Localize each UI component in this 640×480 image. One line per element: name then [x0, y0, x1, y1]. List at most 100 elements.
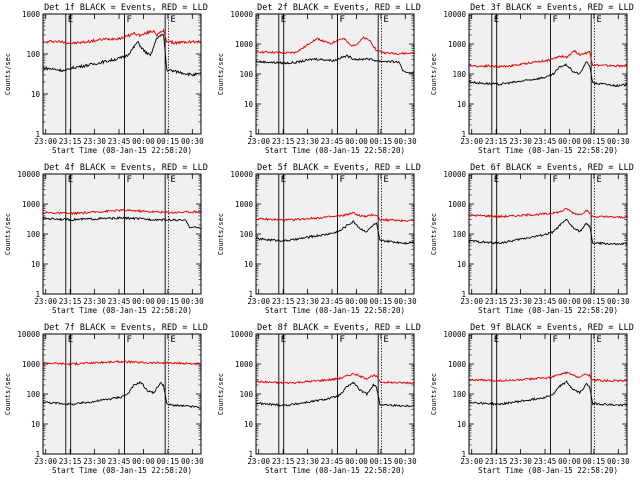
marker-label: E — [596, 15, 601, 25]
x-tick-label: 00:00 — [345, 457, 368, 466]
marker-label: E — [170, 15, 175, 25]
x-tick-label: 23:30 — [509, 137, 532, 146]
plot-frame — [42, 13, 202, 135]
x-tick-label: 00:30 — [394, 137, 417, 146]
lld-series-line — [468, 371, 628, 383]
x-tick-label: 00:15 — [157, 457, 180, 466]
x-tick-label: 23:30 — [296, 137, 319, 146]
x-tick-label: 00:00 — [345, 137, 368, 146]
marker-label: F — [126, 335, 131, 345]
plot-area — [43, 14, 201, 134]
x-axis-label: Start Time (08-Jan-15 22:58:20) — [478, 306, 618, 315]
plot-frame — [468, 13, 628, 135]
panel-det-2: Det 2f BLACK = Events, RED = LLD 1 10 100 10… — [217, 3, 421, 155]
x-tick-label: 00:15 — [370, 297, 393, 306]
marker-label: E — [383, 175, 388, 185]
y-tick-label: 100 — [239, 390, 253, 399]
x-axis-label: Start Time (08-Jan-15 22:58:20) — [52, 306, 192, 315]
x-tick-label: 23:15 — [59, 297, 82, 306]
marker-label: E — [596, 175, 601, 185]
x-tick-label: 00:30 — [394, 457, 417, 466]
x-axis-label: Start Time (08-Jan-15 22:58:20) — [265, 146, 405, 155]
x-axis-label: Start Time (08-Jan-15 22:58:20) — [265, 466, 405, 475]
events-series-line — [468, 380, 628, 407]
y-tick-label: 10000 — [17, 330, 40, 339]
y-tick-label: 1000 — [448, 360, 467, 369]
y-tick-label: 1000 — [22, 10, 41, 19]
marker-label: F — [126, 175, 131, 185]
plot-area — [469, 14, 627, 134]
panel-det-4: Det 4f BLACK = Events, RED = LLD 1 10 100 10… — [4, 163, 208, 315]
marker-label: F — [339, 175, 344, 185]
y-tick-label: 1000 — [448, 40, 467, 49]
x-tick-label: 00:30 — [607, 457, 630, 466]
plot-area — [256, 334, 414, 454]
x-tick-label: 23:45 — [321, 457, 344, 466]
chart-title: Det 8f BLACK = Events, RED = LLD — [257, 323, 421, 333]
x-tick-label: 23:45 — [108, 137, 131, 146]
chart-title: Det 7f BLACK = Events, RED = LLD — [44, 323, 208, 333]
x-tick-label: 23:15 — [485, 297, 508, 306]
x-tick-label: 00:00 — [345, 297, 368, 306]
y-axis-label: Counts/sec — [217, 53, 225, 95]
y-tick-label: 10 — [31, 90, 41, 99]
y-tick-label: 10000 — [230, 170, 253, 179]
x-tick-label: 00:00 — [558, 457, 581, 466]
chart-title: Det 9f BLACK = Events, RED = LLD — [470, 323, 634, 333]
plot-area — [256, 174, 414, 294]
panel-det-3: Det 3f BLACK = Events, RED = LLD 1 10 100 10… — [430, 3, 634, 155]
x-axis-label: Start Time (08-Jan-15 22:58:20) — [52, 466, 192, 475]
events-series-line — [255, 381, 415, 408]
x-tick-label: 23:15 — [59, 137, 82, 146]
y-tick-label: 1000 — [235, 360, 254, 369]
y-tick-label: 1000 — [448, 200, 467, 209]
x-tick-label: 23:00 — [34, 297, 57, 306]
x-tick-label: 23:30 — [296, 457, 319, 466]
y-tick-label: 1000 — [235, 40, 254, 49]
panel-det-6: Det 6f BLACK = Events, RED = LLD 1 10 100 10… — [430, 163, 634, 315]
plot-frame — [255, 13, 415, 135]
lld-series-line — [255, 36, 415, 56]
y-tick-label: 10 — [457, 420, 467, 429]
y-tick-label: 10 — [457, 260, 467, 269]
y-tick-label: 10000 — [443, 170, 466, 179]
y-tick-label: 10 — [31, 420, 41, 429]
y-tick-label: 10 — [244, 100, 254, 109]
x-tick-label: 23:15 — [59, 457, 82, 466]
x-tick-label: 23:00 — [247, 457, 270, 466]
events-series-line — [42, 380, 202, 409]
events-series-line — [42, 216, 202, 230]
chart-title: Det 6f BLACK = Events, RED = LLD — [470, 163, 634, 173]
marker-label: E — [383, 335, 388, 345]
chart-title: Det 3f BLACK = Events, RED = LLD — [470, 3, 634, 13]
y-tick-label: 1 — [461, 290, 466, 299]
lld-series-line — [468, 207, 628, 219]
x-tick-label: 00:15 — [157, 137, 180, 146]
plot-frame — [42, 173, 202, 295]
x-tick-label: 23:30 — [296, 297, 319, 306]
x-tick-label: 00:00 — [132, 457, 155, 466]
y-tick-label: 100 — [452, 230, 466, 239]
y-tick-label: 1000 — [22, 200, 41, 209]
x-tick-label: 00:30 — [394, 297, 417, 306]
x-tick-label: 23:15 — [485, 457, 508, 466]
y-axis-label: Counts/sec — [217, 373, 225, 415]
chart-title: Det 5f BLACK = Events, RED = LLD — [257, 163, 421, 173]
x-tick-label: 00:15 — [583, 457, 606, 466]
x-tick-label: 00:15 — [157, 297, 180, 306]
marker-label: F — [552, 175, 557, 185]
y-tick-label: 1 — [248, 450, 253, 459]
y-tick-label: 100 — [239, 70, 253, 79]
x-axis-label: Start Time (08-Jan-15 22:58:20) — [265, 306, 405, 315]
y-axis-label: Counts/sec — [430, 373, 438, 415]
plot-area — [256, 14, 414, 134]
x-tick-label: 23:30 — [83, 137, 106, 146]
marker-label: E — [170, 335, 175, 345]
x-tick-label: 00:00 — [558, 297, 581, 306]
x-tick-label: 23:15 — [485, 137, 508, 146]
y-tick-label: 1 — [461, 130, 466, 139]
x-tick-label: 00:00 — [132, 297, 155, 306]
y-tick-label: 10 — [31, 260, 41, 269]
x-tick-label: 23:00 — [247, 137, 270, 146]
y-axis-label: Counts/sec — [430, 213, 438, 255]
